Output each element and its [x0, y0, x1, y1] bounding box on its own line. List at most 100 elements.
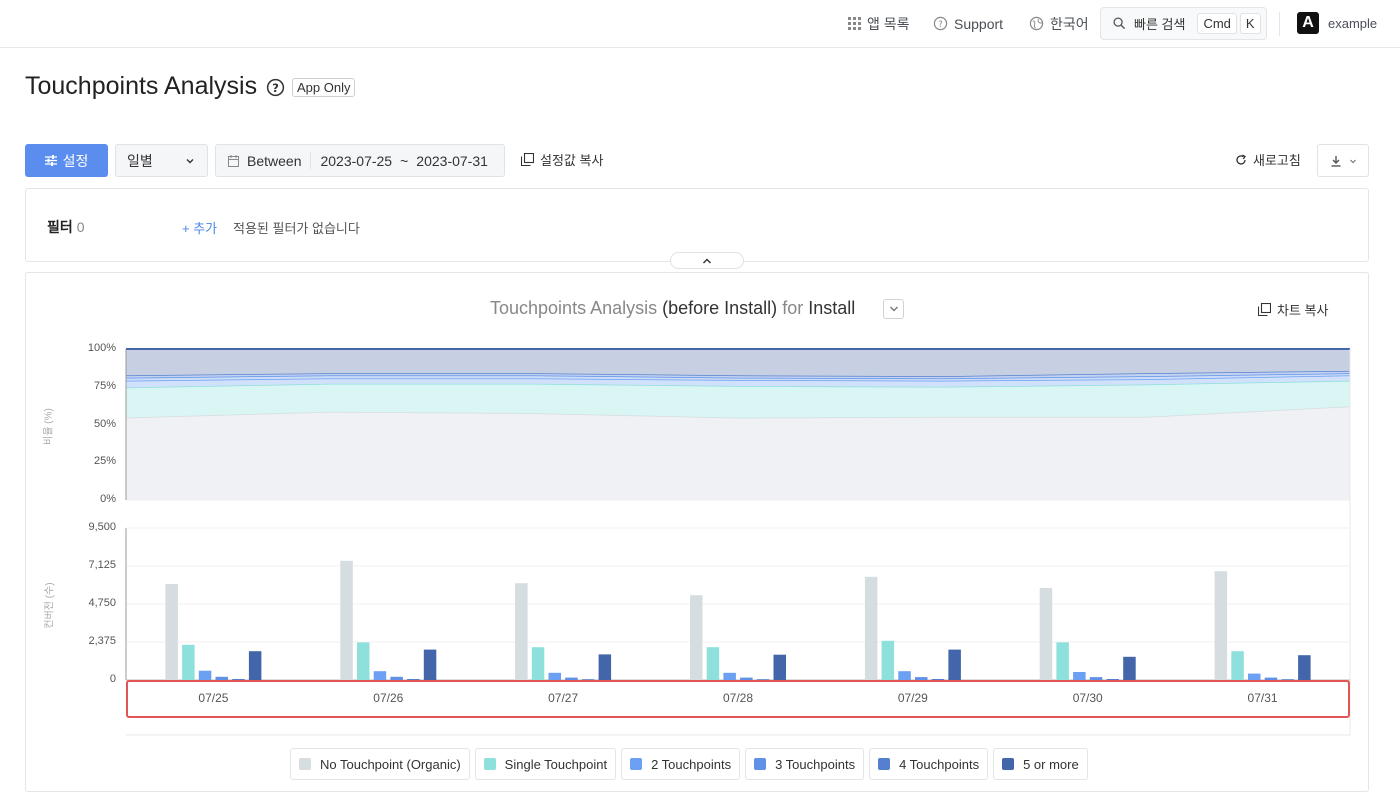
legend-swatch — [630, 758, 643, 770]
collapse-filter-toggle[interactable] — [670, 252, 744, 269]
bar — [182, 644, 195, 680]
area-y-tick: 50% — [93, 417, 116, 430]
page-title: Touchpoints Analysis — [25, 72, 258, 100]
legend-item[interactable]: 5 or more — [993, 748, 1088, 780]
area-y-tick: 75% — [93, 379, 116, 392]
bar — [531, 647, 545, 680]
bar — [407, 679, 420, 680]
topbar-divider — [1279, 12, 1280, 36]
bar — [1264, 677, 1278, 680]
settings-label: 설정 — [62, 152, 89, 169]
chart-title: Touchpoints Analysis (before Install) fo… — [490, 298, 855, 319]
calendar-icon — [228, 154, 239, 167]
download-button[interactable] — [1317, 144, 1369, 177]
x-tick-label: 07/29 — [897, 691, 928, 705]
chevron-up-icon — [703, 258, 711, 263]
chevron-down-icon — [889, 306, 898, 312]
account-name[interactable]: example — [1328, 16, 1378, 31]
avatar[interactable]: A — [1297, 12, 1319, 34]
settings-button[interactable]: 설정 — [25, 144, 108, 177]
bar-y-tick: 2,375 — [88, 635, 116, 647]
area-band — [126, 406, 1350, 500]
bar — [948, 649, 961, 680]
bar — [1231, 651, 1244, 680]
legend-label: 5 or more — [1023, 756, 1079, 772]
bar — [706, 647, 720, 680]
chevron-down-icon — [1349, 159, 1356, 163]
bar — [881, 640, 895, 680]
legend-swatch — [878, 758, 891, 770]
bar — [598, 654, 612, 680]
area-y-label: 비율 (%) — [43, 407, 55, 445]
language-selector[interactable]: 한국어 — [1029, 0, 1089, 47]
copy-settings-button[interactable]: 설정값 복사 — [521, 150, 603, 169]
x-tick-label: 07/31 — [1247, 691, 1278, 705]
legend-swatch — [299, 758, 311, 770]
legend-swatch — [754, 758, 767, 770]
legend-label: 4 Touchpoints — [899, 756, 980, 772]
filter-panel: 필터 0 + 추가 적용된 필터가 없습니다 — [25, 188, 1369, 262]
chart-title-event[interactable]: Install — [808, 298, 856, 318]
area-y-tick: 25% — [93, 455, 116, 468]
bar — [165, 584, 178, 680]
event-dropdown-button[interactable] — [883, 299, 904, 319]
copy-chart-button[interactable]: 차트 복사 — [1258, 300, 1328, 319]
refresh-icon — [1236, 153, 1246, 165]
x-axis-highlight — [126, 680, 1350, 718]
area-band — [126, 380, 1350, 418]
area-y-tick: 100% — [87, 342, 116, 354]
refresh-label: 새로고침 — [1253, 153, 1301, 168]
chevron-down-icon — [186, 159, 194, 164]
legend-item[interactable]: 3 Touchpoints — [745, 748, 865, 780]
filter-title: 필터 — [47, 219, 73, 235]
copy-icon — [1258, 303, 1271, 316]
bar — [198, 670, 212, 680]
area-band — [126, 373, 1350, 381]
bar — [1106, 679, 1119, 680]
app-list-link[interactable]: 앱 목록 — [848, 0, 910, 47]
no-filter-message: 적용된 필터가 없습니다 — [233, 221, 360, 236]
bar — [1073, 672, 1086, 680]
legend-item[interactable]: Single Touchpoint — [474, 748, 617, 780]
range-mode: Between — [247, 152, 302, 169]
quick-search-button[interactable]: 빠른 검색 Cmd K — [1100, 7, 1267, 40]
bar — [898, 671, 911, 680]
kbd-cmd: Cmd — [1197, 13, 1237, 34]
quick-search-label: 빠른 검색 — [1134, 17, 1186, 32]
bar — [1039, 588, 1053, 680]
svg-text:?: ? — [272, 81, 279, 95]
bar — [232, 679, 245, 680]
area-y-tick: 0% — [100, 493, 116, 505]
bar — [1123, 656, 1136, 680]
period-value: 일별 — [127, 152, 153, 169]
chart-title-for: for — [782, 298, 804, 318]
kbd-k: K — [1239, 13, 1261, 34]
support-label: Support — [954, 15, 1004, 32]
sliders-icon — [44, 155, 57, 166]
legend-item[interactable]: 4 Touchpoints — [869, 748, 989, 780]
bar — [548, 672, 561, 680]
support-link[interactable]: ? Support — [933, 0, 1003, 47]
help-icon[interactable]: ? — [266, 78, 285, 97]
legend-swatch — [483, 758, 496, 770]
refresh-button[interactable]: 새로고침 — [1235, 150, 1301, 169]
bar — [581, 679, 595, 680]
bar — [423, 649, 437, 680]
legend-item[interactable]: 2 Touchpoints — [621, 748, 741, 780]
period-select[interactable]: 일별 — [115, 144, 208, 177]
chart-title-mid: (before Install) — [662, 298, 778, 318]
bar — [864, 576, 878, 680]
app-only-badge: App Only — [292, 78, 356, 97]
legend-item[interactable]: No Touchpoint (Organic) — [290, 748, 470, 780]
x-tick-label: 07/25 — [198, 691, 229, 705]
bar — [931, 679, 945, 680]
bar-y-label: 컨버전 (수) — [44, 582, 56, 629]
add-filter-button[interactable]: + 추가 — [182, 221, 218, 236]
bar — [357, 642, 370, 680]
bar-y-tick: 4,750 — [88, 597, 116, 609]
top-bar: 앱 목록 ? Support 한국어 빠른 검색 Cmd K A example — [0, 0, 1400, 48]
date-range-picker[interactable]: Between 2023-07-25 ~ 2023-07-31 — [215, 144, 505, 177]
bar-y-tick: 9,500 — [88, 521, 116, 533]
globe-icon — [1029, 16, 1044, 31]
